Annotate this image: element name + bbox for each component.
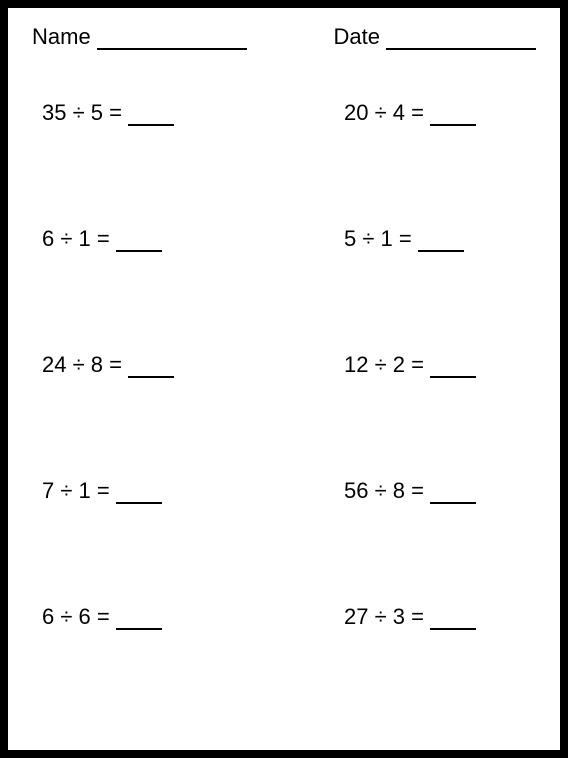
answer-line[interactable] — [430, 488, 476, 504]
answer-line[interactable] — [128, 362, 174, 378]
answer-line[interactable] — [116, 488, 162, 504]
problem-6: 12 ÷ 2 = — [304, 352, 526, 378]
problem-text: 27 ÷ 3 = — [344, 604, 424, 630]
name-field-group: Name — [32, 24, 247, 50]
problem-3: 6 ÷ 1 = — [42, 226, 264, 252]
problem-5: 24 ÷ 8 = — [42, 352, 264, 378]
date-input-line[interactable] — [386, 32, 536, 50]
problem-10: 27 ÷ 3 = — [304, 604, 526, 630]
problem-text: 20 ÷ 4 = — [344, 100, 424, 126]
problem-text: 12 ÷ 2 = — [344, 352, 424, 378]
worksheet-page: Name Date 35 ÷ 5 = 20 ÷ 4 = 6 ÷ 1 = 5 ÷ … — [0, 0, 568, 758]
problem-text: 6 ÷ 1 = — [42, 226, 110, 252]
answer-line[interactable] — [430, 614, 476, 630]
answer-line[interactable] — [116, 614, 162, 630]
problems-grid: 35 ÷ 5 = 20 ÷ 4 = 6 ÷ 1 = 5 ÷ 1 = 24 ÷ 8… — [32, 100, 536, 630]
problem-text: 56 ÷ 8 = — [344, 478, 424, 504]
problem-7: 7 ÷ 1 = — [42, 478, 264, 504]
name-input-line[interactable] — [97, 32, 247, 50]
answer-line[interactable] — [430, 362, 476, 378]
worksheet-header: Name Date — [32, 24, 536, 50]
answer-line[interactable] — [116, 236, 162, 252]
problem-text: 35 ÷ 5 = — [42, 100, 122, 126]
answer-line[interactable] — [128, 110, 174, 126]
problem-8: 56 ÷ 8 = — [304, 478, 526, 504]
problem-1: 35 ÷ 5 = — [42, 100, 264, 126]
problem-9: 6 ÷ 6 = — [42, 604, 264, 630]
answer-line[interactable] — [418, 236, 464, 252]
date-field-group: Date — [334, 24, 536, 50]
name-label: Name — [32, 24, 91, 50]
problem-text: 5 ÷ 1 = — [344, 226, 412, 252]
problem-2: 20 ÷ 4 = — [304, 100, 526, 126]
problem-text: 6 ÷ 6 = — [42, 604, 110, 630]
date-label: Date — [334, 24, 380, 50]
problem-4: 5 ÷ 1 = — [304, 226, 526, 252]
answer-line[interactable] — [430, 110, 476, 126]
problem-text: 7 ÷ 1 = — [42, 478, 110, 504]
problem-text: 24 ÷ 8 = — [42, 352, 122, 378]
